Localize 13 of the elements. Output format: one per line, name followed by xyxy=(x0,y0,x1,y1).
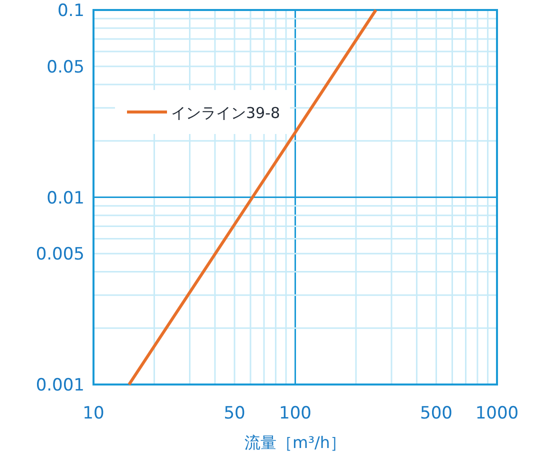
x-tick-label: 100 xyxy=(279,404,312,424)
y-tick-label: 0.01 xyxy=(46,188,84,208)
y-tick-label: 0.005 xyxy=(36,244,84,265)
legend-label: インライン39-8 xyxy=(171,104,280,122)
x-axis-title: 流量［m³/h］ xyxy=(244,433,346,452)
x-tick-label: 10 xyxy=(82,404,104,424)
legend: インライン39-8 xyxy=(115,90,290,134)
x-tick-label: 1000 xyxy=(475,404,519,424)
y-tick-label: 0.1 xyxy=(57,1,84,21)
y-tick-label: 0.001 xyxy=(36,376,84,396)
x-tick-label: 500 xyxy=(420,404,452,424)
x-tick-label: 50 xyxy=(224,404,246,424)
y-tick-label: 0.05 xyxy=(46,57,84,78)
